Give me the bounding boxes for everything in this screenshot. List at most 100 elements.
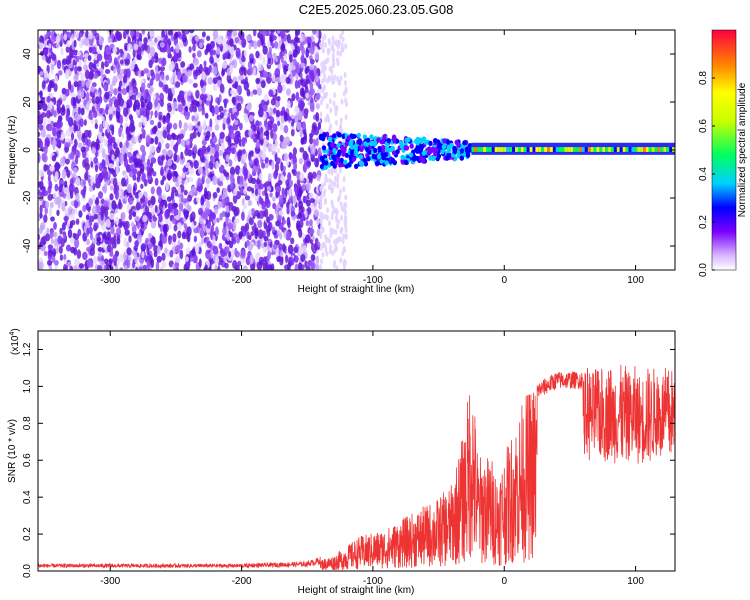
spectrogram-cell	[138, 266, 144, 270]
spectrogram-cell	[46, 31, 52, 37]
spectrogram-cell	[253, 40, 258, 50]
spectrogram-cell	[256, 87, 262, 96]
spectrogram-cell	[63, 263, 67, 270]
spectrogram-cell	[343, 219, 347, 225]
spectrogram-cell	[325, 237, 328, 244]
spectrogram-cell	[138, 40, 143, 47]
spectrogram-cell	[64, 88, 70, 97]
spectrogram-cell	[343, 258, 347, 265]
spectrogram-cell	[308, 90, 313, 99]
spectrogram-cell	[55, 35, 61, 43]
spectrogram-cell	[189, 132, 195, 140]
spectrogram-cell	[234, 135, 238, 142]
spectrogram-cell	[225, 154, 230, 163]
spectrogram-cell	[216, 47, 221, 55]
spectrogram-cell	[428, 140, 433, 146]
spectrogram-cell	[185, 260, 191, 268]
spectrogram-cell	[202, 169, 206, 180]
spectrogram-cell	[426, 150, 432, 156]
spectrogram-cell	[60, 33, 64, 43]
colorbar-gradient	[712, 30, 736, 270]
spectrogram-cell	[339, 144, 345, 150]
spectrogram-cell	[103, 85, 107, 91]
spectrogram-cell	[300, 206, 305, 214]
spectrogram-cell	[63, 186, 69, 194]
spectrogram-cell	[66, 40, 70, 48]
spectrogram-cell	[153, 251, 158, 258]
spectrogram-cell	[173, 144, 179, 151]
spectrogram-cell	[43, 42, 47, 48]
snr-y-tick-label: 1.2	[22, 342, 33, 356]
spectrogram-cell	[238, 74, 244, 81]
spectrogram-cell	[43, 214, 48, 223]
spectrogram-cell	[441, 144, 447, 150]
spectrogram-cell	[330, 74, 334, 81]
spectrogram-cell	[146, 165, 151, 172]
spectrogram-cell	[232, 58, 238, 69]
spectrogram-cell	[234, 81, 239, 90]
spectrogram-cell	[141, 30, 145, 35]
spectrogram-cell	[256, 178, 261, 185]
spectrogram-cell	[177, 104, 183, 113]
spectrogram-cell	[343, 80, 347, 86]
spectrogram-cell	[261, 162, 266, 169]
spectrogram-cell	[297, 212, 302, 219]
spectrogram-cell	[344, 233, 348, 240]
spectrogram-cell	[342, 90, 346, 97]
spectrogram-cell	[49, 230, 54, 239]
spectrogram-cell	[149, 46, 156, 57]
spectrogram-cell	[154, 110, 158, 118]
spectrogram-cell	[509, 147, 513, 152]
spectrogram-cell	[284, 30, 290, 33]
spectrogram-cell	[88, 226, 93, 235]
spectrogram-cell	[115, 30, 120, 39]
spectrogram-cell	[75, 218, 80, 225]
spectrogram-cell	[298, 228, 303, 238]
spectrogram-cell	[82, 205, 87, 212]
spectrogram-cell	[140, 243, 146, 252]
spectrogram-cell	[92, 256, 98, 264]
spectrogram-cell	[294, 114, 299, 123]
spectrogram-cell	[190, 211, 196, 221]
spectrogram-cell	[38, 140, 44, 149]
spectrogram-cell	[102, 233, 107, 240]
spectrogram-cell	[48, 180, 53, 190]
spectrogram-cell	[315, 112, 320, 122]
spectrogram-cell	[117, 218, 123, 229]
spectrogram-cell	[112, 254, 118, 264]
spectrogram-cell	[53, 163, 59, 172]
spectrogram-cell	[506, 147, 510, 152]
spectrogram-cell	[246, 239, 250, 247]
spectrogram-cell	[268, 72, 272, 79]
spectrogram-cell	[166, 116, 170, 124]
spectrogram-cell	[115, 110, 120, 120]
spectrogram-cell	[96, 236, 102, 243]
spectrogram-cell	[166, 46, 171, 55]
spectrogram-cell	[332, 100, 336, 107]
spectrogram-cell	[314, 209, 320, 218]
spectrogram-cell	[94, 119, 98, 125]
spectrogram-cell	[377, 145, 382, 152]
spectrogram-cell	[320, 258, 324, 265]
spectrogram-cell	[140, 70, 145, 77]
spectrogram-cell	[148, 89, 152, 95]
spectrogram-cell	[520, 147, 525, 152]
spectrogram-cell	[465, 151, 471, 157]
spectrogram-cell	[259, 72, 264, 78]
spectrogram-cell	[92, 63, 97, 69]
spectrogram-cell	[229, 57, 233, 65]
spectrogram-cell	[172, 175, 177, 183]
spectrogram-cell	[242, 266, 247, 270]
spectrogram-cell	[127, 36, 131, 45]
spectrogram-cell	[179, 94, 183, 101]
spectrogram-cell	[58, 245, 63, 254]
spectrogram-cell	[611, 147, 615, 152]
spectrogram-cell	[199, 79, 204, 88]
spectrogram-cell	[246, 34, 252, 42]
spectrogram-cell	[320, 67, 324, 74]
spectrogram-cell	[339, 201, 343, 208]
spectrogram-cell	[181, 172, 186, 179]
spectrogram-cell	[419, 138, 424, 144]
spectrogram-cell	[547, 147, 551, 152]
spectrogram-cell	[120, 154, 124, 162]
